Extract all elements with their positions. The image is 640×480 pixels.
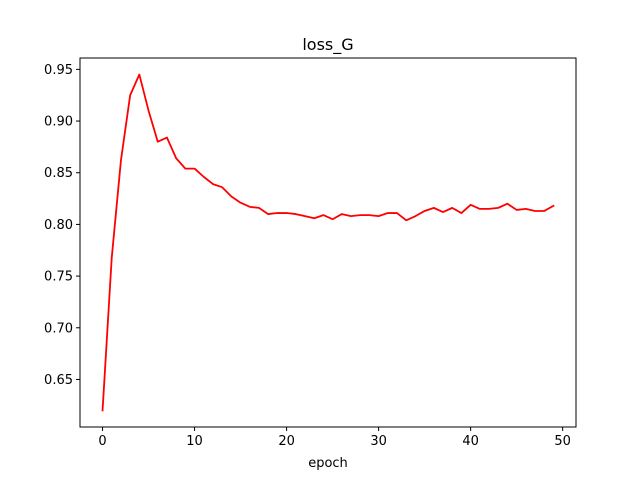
plot-frame [79,57,577,428]
y-tick-label: 0.70 [44,321,73,336]
x-tick-label: 50 [554,434,571,449]
x-tick-label: 40 [462,434,479,449]
chart-title: loss_G [302,35,353,55]
x-tick-label: 30 [370,434,387,449]
x-tick-label: 20 [278,434,295,449]
x-axis-label: epoch [308,456,348,471]
x-tick-label: 10 [186,434,203,449]
x-tick-label: 0 [98,434,106,449]
y-tick-label: 0.65 [44,373,73,388]
series-line-1 [101,73,555,412]
y-tick-label: 0.85 [44,166,73,181]
y-tick-label: 0.90 [44,115,73,130]
y-tick-label: 0.95 [44,63,73,78]
y-tick-label: 0.75 [44,270,73,285]
plot-layer: 0 10 20 30 40 50 0.65 0.70 0.75 0.80 0.85 0.90 0.95 [44,63,571,449]
y-tick-label: 0.80 [44,218,73,233]
